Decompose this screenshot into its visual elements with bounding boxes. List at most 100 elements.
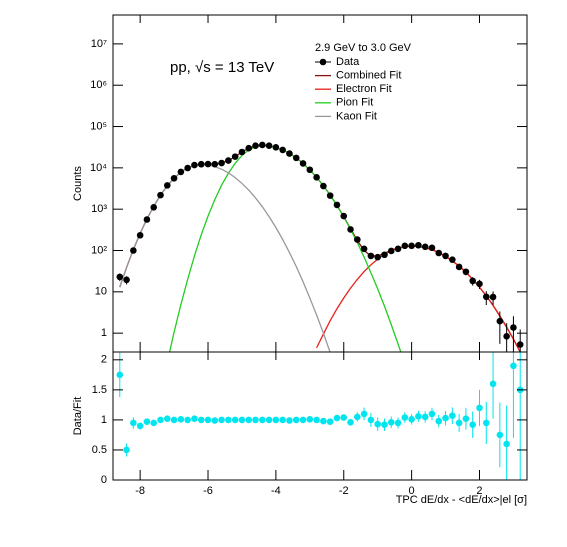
data-point (299, 416, 307, 424)
data-point (510, 362, 517, 370)
x-axis-label: TPC dE/dx - <dE/dx>|el [σ] (396, 494, 527, 506)
data-point (123, 276, 130, 284)
data-point (360, 245, 368, 253)
data-point (326, 192, 334, 199)
data-point (191, 161, 198, 169)
data-point (326, 418, 334, 426)
data-point (455, 263, 463, 271)
data-point (367, 416, 375, 424)
data-point (374, 253, 381, 261)
data-point (489, 293, 497, 301)
data-point (449, 256, 456, 263)
data-point (354, 413, 361, 421)
data-point (157, 191, 164, 199)
data-point (455, 419, 463, 427)
y-tick-label: 10⁷ (91, 38, 107, 50)
data-point (428, 410, 436, 418)
data-point (143, 418, 151, 426)
data-point (510, 324, 517, 331)
data-point (252, 416, 259, 424)
data-point (279, 146, 286, 154)
legend-label: Data (336, 56, 360, 68)
data-point (320, 417, 327, 425)
data-point (354, 236, 361, 243)
data-point (197, 416, 205, 424)
data-point (408, 416, 415, 423)
x-tick-label: -6 (203, 485, 213, 497)
data-point (204, 416, 212, 424)
data-point (265, 416, 273, 424)
y-tick-label: 1.5 (92, 384, 107, 396)
data-point (252, 142, 259, 149)
x-tick-label: -8 (135, 485, 145, 497)
data-point (476, 404, 483, 412)
data-point (259, 141, 266, 149)
data-point (367, 252, 375, 260)
plot-area (116, 141, 524, 352)
data-point (503, 440, 510, 448)
data-point (272, 416, 280, 424)
data-point (394, 419, 402, 427)
y-tick-label: 10² (91, 244, 107, 256)
data-point (130, 419, 137, 427)
data-point (462, 268, 470, 276)
annotation: pp, √s = 13 TeV (170, 59, 274, 76)
data-point (245, 416, 253, 424)
data-point (163, 415, 171, 423)
data-point (245, 144, 253, 152)
data-point (394, 245, 402, 253)
data-point (225, 416, 232, 424)
data-point (306, 166, 314, 174)
data-point (231, 153, 239, 160)
x-tick-label: -4 (271, 485, 281, 497)
data-point (306, 416, 314, 423)
data-point (401, 242, 409, 250)
data-point (286, 417, 293, 424)
y-tick-label: 1 (101, 327, 107, 339)
data-point (401, 414, 409, 421)
data-point (313, 174, 320, 181)
data-point (503, 332, 510, 340)
data-point (462, 415, 470, 423)
data-point (340, 212, 348, 220)
data-point (387, 247, 395, 255)
data-point (333, 201, 341, 209)
data-point (184, 416, 191, 424)
legend-symbol (319, 58, 327, 66)
data-point (204, 160, 212, 168)
legend-label: Electron Fit (336, 83, 392, 95)
data-point (218, 416, 225, 424)
data-point (421, 243, 429, 251)
data-point (415, 241, 422, 249)
data-point (496, 317, 504, 325)
data-point (184, 164, 191, 172)
data-point (442, 414, 449, 422)
data-point (225, 157, 232, 164)
data-point (272, 144, 280, 151)
data-point (489, 380, 497, 388)
data-point (292, 154, 300, 162)
fit-line (168, 144, 402, 352)
data-point (157, 416, 164, 424)
x-tick-label: 2 (476, 485, 482, 497)
data-point (347, 226, 354, 233)
data-point (259, 416, 266, 424)
data-point (469, 421, 477, 429)
data-point (218, 159, 225, 167)
data-point (177, 416, 185, 423)
data-point (136, 231, 144, 239)
data-point (116, 371, 124, 379)
data-point (313, 416, 320, 424)
y-tick-label: 10⁵ (90, 120, 107, 132)
data-point (435, 417, 443, 425)
data-point (516, 341, 524, 348)
data-point (449, 412, 456, 419)
y-tick-label: 0.5 (92, 444, 107, 456)
data-point (476, 280, 483, 288)
data-point (381, 421, 388, 429)
data-point (197, 160, 205, 168)
data-point (387, 419, 395, 426)
data-point (150, 204, 158, 211)
